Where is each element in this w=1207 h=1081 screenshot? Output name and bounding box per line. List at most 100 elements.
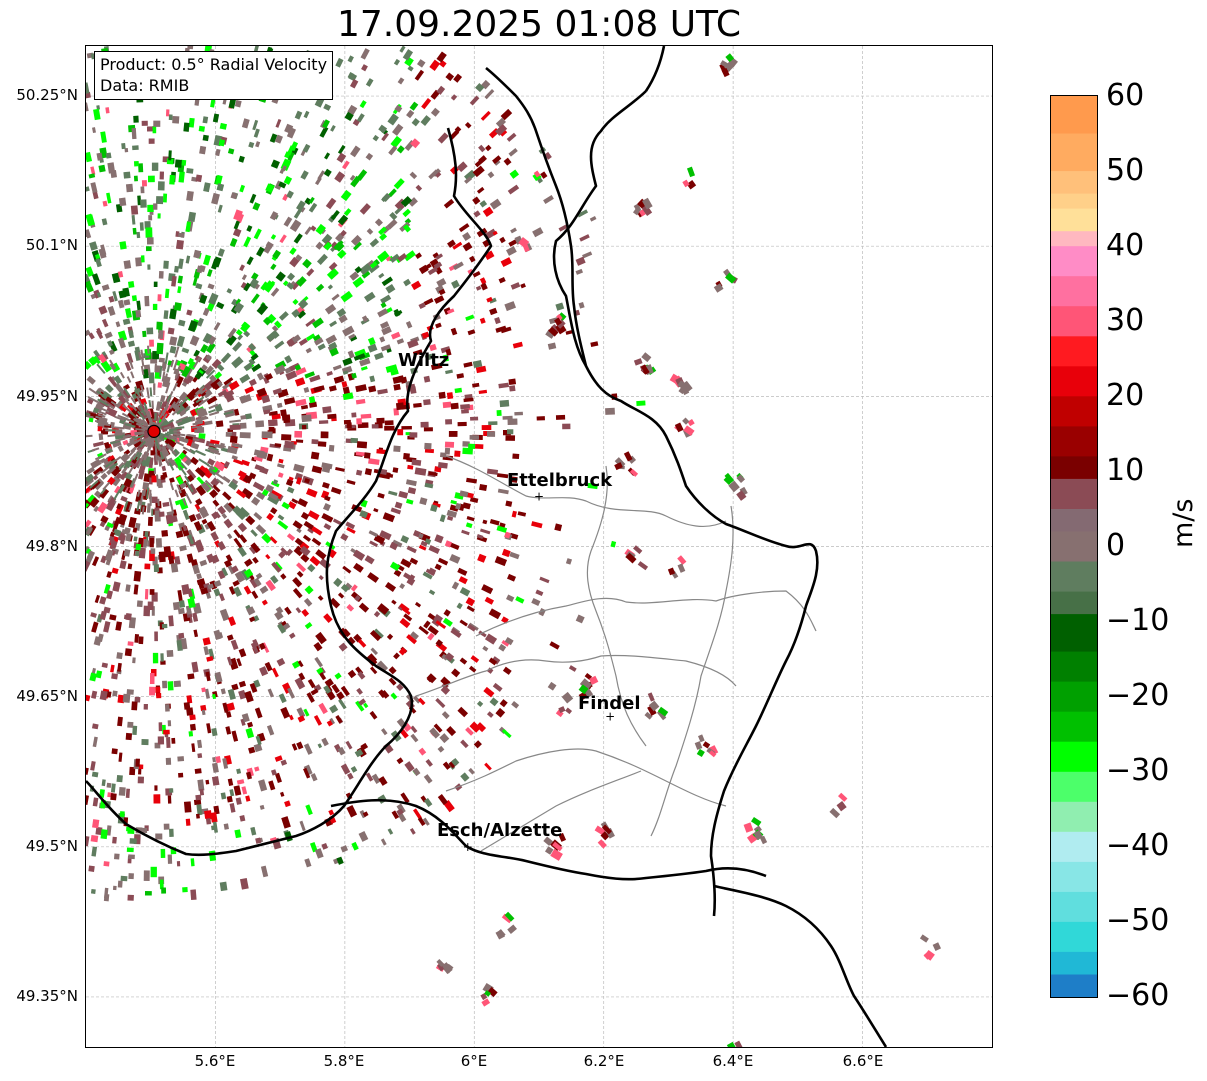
velocity-echo (311, 465, 323, 474)
velocity-echo (176, 639, 183, 652)
velocity-echo (253, 128, 260, 138)
velocity-echo (372, 134, 379, 142)
velocity-echo (411, 118, 420, 127)
velocity-echo (394, 207, 403, 215)
velocity-echo (149, 686, 156, 696)
velocity-echo (363, 452, 371, 459)
velocity-echo (444, 652, 455, 662)
velocity-echo (381, 132, 389, 142)
velocity-echo (86, 266, 95, 277)
velocity-echo (86, 280, 94, 293)
velocity-echo (142, 827, 148, 833)
velocity-echo (274, 340, 285, 350)
velocity-echo (304, 858, 312, 868)
velocity-echo (453, 73, 463, 83)
velocity-echo (133, 536, 138, 542)
colorbar-unit-label: m/s (1168, 498, 1199, 548)
velocity-echo (424, 482, 434, 489)
velocity-echo (301, 608, 310, 617)
velocity-echo (451, 757, 460, 767)
velocity-echo (462, 441, 470, 447)
velocity-echo (406, 634, 418, 645)
velocity-echo (517, 511, 527, 517)
velocity-echo (233, 586, 242, 597)
velocity-echo (384, 425, 395, 431)
velocity-echo (121, 143, 126, 150)
velocity-echo (131, 295, 138, 302)
velocity-echo (313, 714, 323, 726)
velocity-echo (682, 179, 690, 188)
velocity-echo (175, 440, 185, 447)
velocity-echo (342, 357, 353, 366)
velocity-echo (132, 145, 139, 151)
velocity-echo (389, 253, 400, 263)
velocity-echo (159, 409, 165, 418)
velocity-echo (88, 356, 98, 366)
velocity-echo (91, 771, 99, 778)
velocity-echo (153, 794, 161, 804)
velocity-echo (238, 689, 247, 700)
velocity-echo (321, 481, 330, 489)
velocity-echo (418, 544, 427, 551)
velocity-echo (244, 558, 253, 567)
velocity-echo (428, 169, 439, 180)
velocity-echo (294, 377, 306, 387)
velocity-echo (98, 353, 107, 364)
velocity-echo (139, 222, 144, 231)
velocity-echo (326, 370, 333, 377)
velocity-echo (299, 820, 306, 832)
velocity-echo (751, 816, 762, 827)
velocity-echo (342, 370, 349, 375)
velocity-echo (163, 444, 171, 452)
velocity-echo (429, 59, 441, 71)
velocity-echo (135, 309, 142, 318)
city-label-findel: Findel (578, 693, 641, 714)
velocity-echo (93, 466, 104, 476)
velocity-echo (212, 756, 216, 763)
radar-map[interactable]: + + + (85, 45, 993, 1048)
colorbar-segment (1051, 974, 1097, 997)
velocity-echo (234, 99, 242, 108)
velocity-echo (185, 481, 194, 493)
velocity-echo (446, 515, 454, 521)
velocity-echo (133, 570, 142, 582)
velocity-echo (414, 601, 422, 608)
velocity-echo (301, 424, 307, 430)
velocity-echo (172, 359, 179, 371)
velocity-echo (233, 220, 240, 230)
velocity-echo (177, 275, 183, 284)
velocity-echo (189, 714, 196, 721)
velocity-echo (377, 308, 389, 318)
velocity-echo (303, 708, 310, 717)
velocity-echo (562, 423, 571, 430)
velocity-echo (240, 459, 250, 467)
velocity-echo (407, 487, 417, 495)
velocity-echo (605, 407, 615, 415)
velocity-echo (181, 365, 192, 378)
velocity-echo (178, 258, 184, 270)
velocity-echo (259, 666, 269, 677)
velocity-echo (279, 234, 287, 244)
velocity-echo (261, 489, 269, 497)
velocity-echo (336, 243, 345, 252)
velocity-echo (117, 513, 128, 526)
velocity-echo (128, 516, 137, 529)
velocity-echo (160, 653, 164, 662)
velocity-echo (460, 404, 470, 410)
velocity-echo (505, 435, 516, 441)
velocity-echo (94, 419, 107, 424)
lon-tick-label: 6.4°E (712, 1052, 754, 1070)
velocity-echo (151, 437, 155, 447)
velocity-echo (417, 816, 426, 827)
velocity-echo (280, 409, 287, 416)
velocity-echo (193, 349, 201, 358)
velocity-echo (196, 578, 205, 586)
velocity-echo (335, 715, 343, 724)
colorbar-segment (1051, 231, 1097, 247)
colorbar-tick-label: −20 (1106, 678, 1170, 713)
velocity-echo (202, 637, 211, 646)
velocity-echo (346, 479, 356, 485)
velocity-echo (221, 513, 228, 519)
velocity-echo (253, 456, 263, 462)
velocity-echo (491, 656, 501, 665)
